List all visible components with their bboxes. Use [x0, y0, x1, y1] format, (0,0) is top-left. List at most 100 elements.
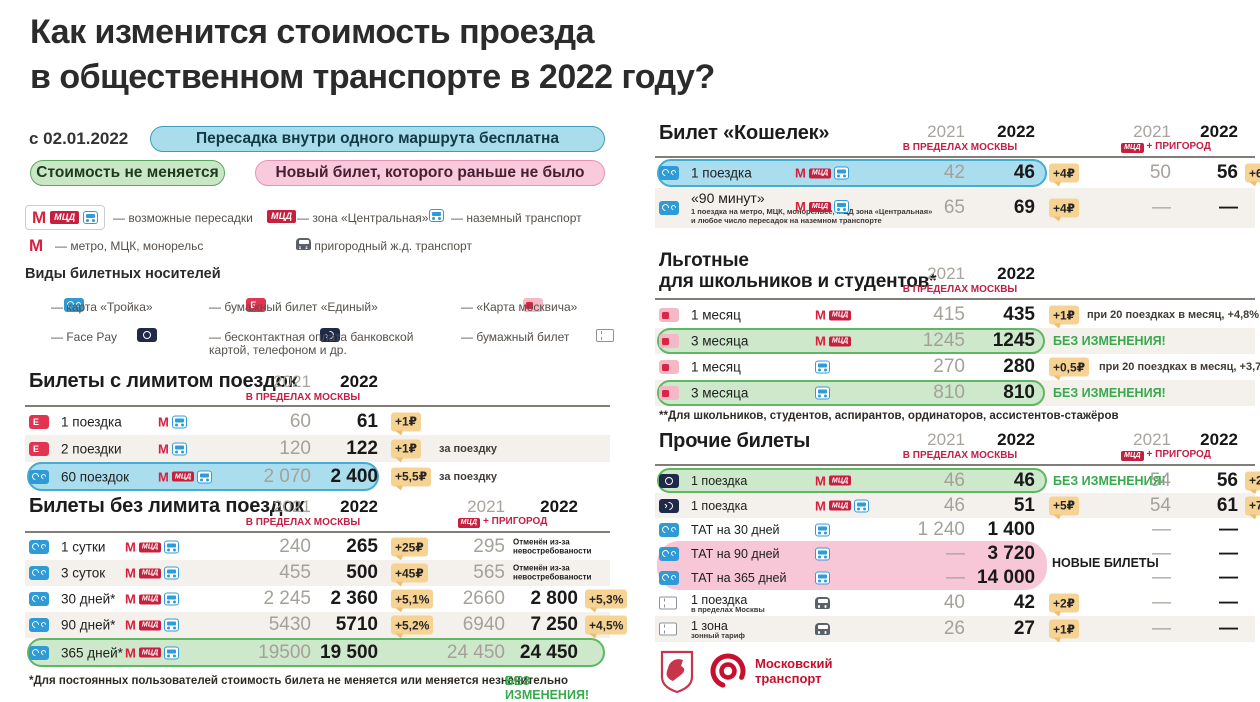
transport-icons [815, 571, 830, 585]
price-change-badge: +4₽ [1049, 163, 1080, 187]
metro-icon: М [125, 539, 136, 555]
table-row: 365 дней* М МЦД 19500 19 500 24 450 24 45… [25, 638, 610, 667]
contactless-icon [659, 498, 679, 513]
ticket-label: 1 месяц [691, 359, 741, 375]
brand-text: Московский транспорт [755, 656, 833, 686]
table-row: 60 поездок М МЦД 2 070 2 400 +5,5₽ за пое… [25, 462, 610, 491]
troika-card-icon [29, 592, 49, 606]
mcd-icon: МЦД [138, 620, 162, 630]
price-2022: 14 000 [977, 567, 1036, 588]
price-change-badge: +45₽ [391, 563, 428, 587]
table-wallet: Билет «Кошелек» 2021 2022 В ПРЕДЕЛАХ МОС… [655, 116, 1260, 236]
price-2022: 500 [346, 562, 378, 583]
no-change-note: БЕЗ ИЗМЕНЕНИЯ! [1053, 334, 1166, 348]
price-2021: 455 [279, 562, 311, 583]
legend-moskvich: — «Карта москвича» [461, 300, 578, 314]
table-row: 1 месяц М МЦД 415 435 +1₽ при 20 поездках… [655, 302, 1259, 329]
troika-card-icon [29, 566, 49, 580]
metro-icon: М [125, 645, 136, 660]
suburb-label: + ПРИГОРОД [1146, 141, 1211, 152]
price-2022: 122 [346, 437, 378, 459]
price-change-badge: +5₽ [1049, 496, 1080, 519]
ticket-sublabel: 1 поездка на метро, МЦК, монорельсе, МЦД… [691, 207, 933, 225]
transport-icons: М МЦД [125, 592, 180, 606]
table-row: ТАТ на 365 дней — 14 000 — — [655, 566, 1255, 590]
bus-icon [164, 566, 180, 580]
transport-icons [815, 360, 830, 374]
price-2021: 1245 [922, 330, 965, 351]
price-2021: 2 245 [263, 588, 311, 609]
divider [655, 156, 1255, 158]
transport-icons: М МЦД [795, 200, 850, 213]
bus-icon [854, 499, 870, 512]
transport-icons: М [158, 415, 187, 428]
col-in-moscow: В ПРЕДЕЛАХ МОСКВЫ [902, 284, 1018, 295]
mcd-icon: МЦД [828, 310, 852, 320]
transport-icons [815, 547, 830, 561]
price-change-badge: +25₽ [391, 537, 428, 561]
bus-icon [164, 540, 180, 554]
price-2021: 120 [279, 437, 311, 459]
price-2022: 27 [1013, 618, 1035, 639]
transport-icons: М МЦД [815, 335, 852, 348]
price-2022: 46 [1013, 469, 1035, 491]
price-2021: 270 [933, 356, 965, 377]
cancelled-note: Отменён из-за невостребованости [513, 563, 592, 581]
price-2021: 42 [943, 162, 965, 183]
carriers-legend-title: Виды билетных носителей [25, 266, 221, 282]
troika-card-icon [659, 547, 679, 561]
col-mcd-suburb: МЦД + ПРИГОРОД [425, 516, 580, 528]
col-mcd-suburb: МЦД + ПРИГОРОД [1091, 449, 1241, 461]
footnote: **Для школьников, студентов, аспирантов,… [659, 410, 1119, 422]
legend-central-zone: — зона «Центральная» [297, 211, 429, 225]
price-change-badge: +4₽ [1049, 198, 1080, 222]
metro-icon: М [158, 441, 169, 456]
edinyy-letter: Е [33, 416, 40, 427]
troika-card-icon [659, 523, 679, 537]
ticket-label: ТАТ на 90 дней [691, 547, 780, 561]
ticket-label: 3 месяца [691, 385, 749, 401]
ticket-label: 30 дней* [61, 591, 116, 607]
per-trip-note: за поездку [439, 442, 498, 455]
table-row: 1 поездка в пределах Москвы 40 42 +2₽ — … [655, 590, 1255, 617]
table-unlimited-tickets: Билеты без лимита поездок 2021 2022 В ПР… [25, 491, 628, 702]
troika-card-icon [29, 618, 49, 632]
price-change-badge: +0,5₽ [1049, 357, 1090, 381]
moskvich-card-icon [659, 334, 679, 348]
transport-icons: М МЦД [125, 566, 180, 580]
metro-icon: М [158, 414, 169, 429]
price-mcd-2022: 56 [1216, 469, 1238, 491]
col-2021-mcd: 2021 [467, 497, 505, 516]
legend-suburban: — пригородный ж.д. транспорт [299, 239, 472, 253]
transport-icons [815, 597, 830, 609]
ticket-label: 1 сутки [61, 539, 106, 555]
table-title: Прочие билеты [659, 430, 811, 452]
price-change-badge: +2₽ [1049, 593, 1080, 617]
bus-icon [815, 386, 830, 400]
right-column: Билет «Кошелек» 2021 2022 В ПРЕДЕЛАХ МОС… [655, 0, 1260, 700]
bus-icon [171, 415, 187, 428]
table-limit-tickets: Билеты с лимитом поездок 2021 2022 В ПРЕ… [25, 368, 610, 493]
transport-icons [815, 623, 830, 635]
bus-icon [164, 618, 180, 632]
page-title: Как изменится стоимость проезда в общест… [30, 10, 715, 100]
ticket-label: 1 поездка [61, 414, 122, 429]
ticket-label: 90 дней* [61, 617, 116, 633]
mcd-icon: МЦД [138, 594, 162, 604]
col-in-moscow: В ПРЕДЕЛАХ МОСКВЫ [902, 142, 1018, 153]
price-mcd-2021: — [1152, 197, 1171, 218]
ticket-label: 2 поездки [61, 441, 122, 456]
transport-icons: М МЦД [815, 309, 852, 322]
facepay-icon [659, 473, 679, 488]
price-mcd-2022: — [1219, 197, 1238, 218]
transport-icons: М МЦД [815, 474, 852, 487]
mcd-icon: МЦД [1121, 450, 1144, 461]
troika-card-icon [29, 540, 49, 554]
ticket-label: «90 минут» [691, 190, 765, 206]
table-title: Билет «Кошелек» [659, 122, 830, 144]
train-icon [815, 623, 830, 635]
highlight-green [27, 638, 605, 667]
legend-metro: — метро, МЦК, монорельс [55, 239, 204, 253]
table-title-line2: для школьников и студентов* [659, 271, 937, 292]
paper-ticket-icon [659, 622, 677, 636]
